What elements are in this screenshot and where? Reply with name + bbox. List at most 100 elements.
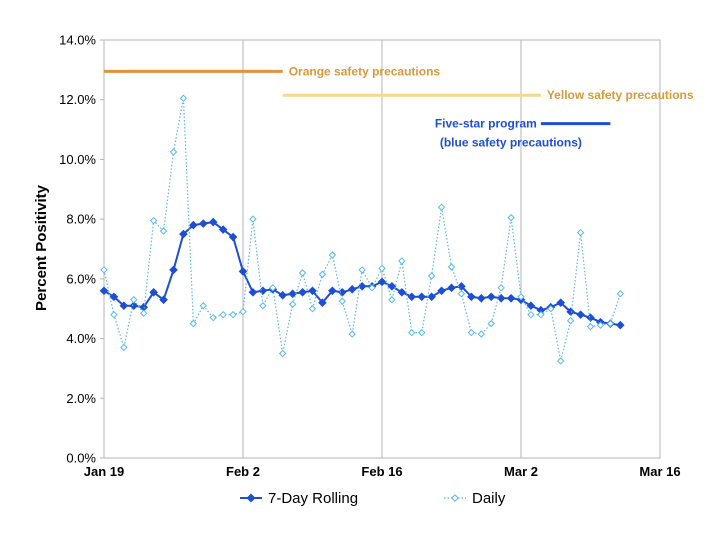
data-point [368, 284, 376, 292]
data-point [507, 213, 515, 222]
data-point [99, 286, 109, 296]
data-point [129, 301, 139, 311]
data-point [249, 215, 257, 223]
data-point [427, 272, 436, 280]
annotation-label: Five-star program [435, 117, 537, 131]
data-point [199, 302, 207, 310]
data-point [248, 287, 258, 297]
data-point [179, 229, 188, 239]
data-point [388, 296, 396, 304]
y-tick-label: 2.0% [66, 391, 96, 406]
data-point [596, 321, 605, 329]
data-point [377, 277, 387, 287]
gridlines [242, 40, 522, 458]
data-point [407, 292, 417, 302]
data-point [527, 310, 535, 319]
data-point [130, 296, 138, 304]
x-tick-label: Mar 16 [639, 464, 680, 479]
data-point [100, 266, 108, 274]
data-point [437, 203, 446, 211]
legend-swatch-marker [451, 494, 459, 502]
data-point [318, 270, 327, 279]
annotation-label: (blue safety precautions) [440, 136, 582, 150]
legend-label: 7-Day Rolling [268, 490, 358, 507]
data-point [586, 322, 595, 331]
data-point [347, 284, 357, 294]
data-point [496, 293, 506, 303]
data-point [288, 300, 297, 308]
data-point [447, 283, 456, 293]
data-point [418, 328, 426, 337]
data-point [179, 94, 188, 102]
data-point [318, 298, 327, 308]
data-point [110, 310, 118, 319]
y-tick-label: 8.0% [66, 212, 96, 227]
data-point [120, 343, 128, 352]
data-point [467, 292, 476, 302]
y-tick-label: 12.0% [59, 92, 96, 107]
data-point [238, 267, 248, 276]
data-point [229, 310, 237, 319]
data-point [437, 286, 446, 296]
data-point [457, 290, 466, 298]
data-point [358, 266, 366, 274]
data-point [576, 310, 585, 319]
data-point [615, 320, 625, 330]
data-point [209, 313, 217, 322]
x-tick-label: Jan 19 [84, 464, 124, 479]
data-point [566, 316, 575, 325]
data-point [278, 290, 288, 300]
data-point [477, 330, 485, 338]
y-tick-label: 10.0% [59, 152, 96, 167]
data-point [228, 232, 238, 242]
data-point [586, 313, 595, 322]
data-point [417, 292, 427, 302]
y-tick-label: 6.0% [66, 271, 96, 286]
data-point [487, 319, 495, 328]
legend-label: Daily [472, 490, 506, 507]
data-point [378, 264, 386, 273]
data-point [298, 269, 307, 277]
x-tick-label: Feb 16 [361, 464, 402, 479]
data-point [308, 305, 317, 313]
annotation-label: Orange safety precautions [289, 64, 441, 78]
data-point [397, 287, 407, 297]
legend: 7-Day Rolling Daily [240, 490, 506, 507]
annotation-label: Yellow safety precautions [547, 88, 694, 102]
data-point [159, 227, 168, 235]
data-point [219, 310, 227, 319]
data-point [557, 357, 565, 365]
data-point [279, 349, 287, 358]
data-point [239, 307, 247, 316]
data-point [259, 302, 267, 310]
data-point [169, 265, 178, 275]
data-point [408, 328, 416, 337]
data-point [337, 287, 347, 297]
y-axis-title: Percent Positivity [33, 184, 50, 311]
data-point [338, 297, 346, 305]
data-point [526, 301, 536, 311]
data-point [506, 293, 516, 303]
annotations: Orange safety precautions Yellow safety p… [104, 64, 694, 150]
data-point [109, 292, 119, 302]
data-point [328, 251, 337, 259]
y-tick-label: 0.0% [66, 451, 96, 466]
data-point [427, 292, 436, 302]
data-point [169, 148, 178, 156]
data-point [447, 263, 456, 271]
data-point [298, 287, 307, 297]
x-tick-label: Mar 2 [504, 464, 538, 479]
data-point [556, 298, 566, 308]
data-point [348, 330, 356, 338]
data-point [486, 292, 496, 302]
data-point [357, 282, 367, 291]
data-point [308, 286, 317, 296]
legend-swatch-marker [246, 493, 256, 503]
data-point [189, 220, 198, 230]
data-point [517, 293, 525, 301]
data-point [398, 257, 406, 265]
data-point [218, 225, 228, 234]
data-point [476, 293, 486, 303]
y-tick-label: 14.0% [59, 33, 96, 48]
